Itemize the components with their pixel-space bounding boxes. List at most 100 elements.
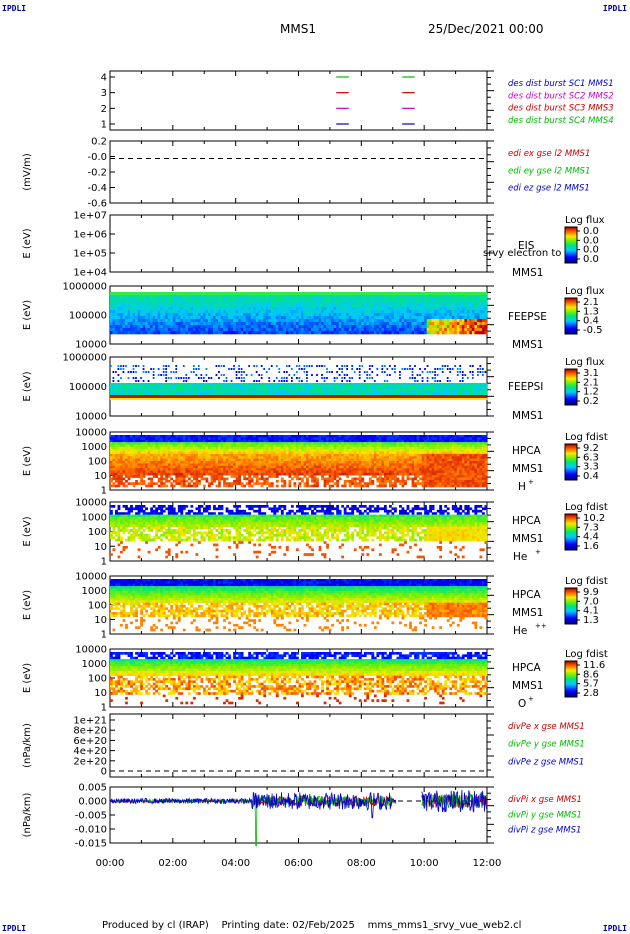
spectro-cell bbox=[215, 456, 219, 459]
spectro-cell bbox=[323, 295, 327, 299]
spectro-cell bbox=[132, 398, 136, 400]
spectro-cell bbox=[115, 449, 118, 452]
spectro-cell bbox=[449, 395, 453, 398]
spectro-cell bbox=[170, 398, 174, 400]
spectro-cell bbox=[245, 307, 249, 311]
spectro-cell bbox=[409, 365, 411, 367]
spectro-cell bbox=[368, 298, 372, 302]
spectro-cell bbox=[190, 298, 194, 302]
spectro-cell bbox=[343, 328, 347, 332]
spectro-cell bbox=[316, 389, 319, 393]
spectro-cell bbox=[202, 456, 206, 459]
spectro-cell bbox=[416, 301, 420, 305]
legend-entry: des dist burst SC3 MMS3 bbox=[508, 104, 614, 114]
spectro-cell bbox=[215, 328, 219, 332]
spectro-cell bbox=[263, 331, 267, 335]
spectro-cell bbox=[318, 383, 322, 387]
spectro-cell bbox=[421, 331, 425, 335]
spectro-cell bbox=[278, 304, 282, 308]
spectro-cell bbox=[223, 461, 226, 464]
spectro-cell bbox=[446, 298, 450, 302]
spectro-cell bbox=[268, 325, 272, 329]
colorbar-cell bbox=[565, 233, 577, 235]
spectro-cell bbox=[175, 389, 179, 393]
spectro-cell bbox=[245, 328, 249, 332]
spectro-cell bbox=[140, 292, 143, 296]
spectro-cell bbox=[301, 328, 304, 332]
spectro-cell bbox=[348, 301, 352, 305]
spectro-cell bbox=[451, 395, 455, 398]
spectro-cell bbox=[459, 365, 462, 367]
spectro-cell bbox=[313, 331, 317, 335]
spectro-cell bbox=[243, 442, 247, 445]
spectro-cell bbox=[112, 435, 116, 438]
spectro-cell bbox=[235, 319, 239, 323]
spectro-cell bbox=[130, 298, 133, 302]
spectro-cell bbox=[218, 398, 221, 400]
spectro-cell bbox=[351, 304, 355, 308]
spectro-cell bbox=[416, 307, 420, 311]
spectro-cell bbox=[454, 298, 458, 302]
spectro-cell bbox=[208, 307, 211, 311]
spectro-cell bbox=[250, 322, 254, 326]
spectro-cell bbox=[192, 446, 196, 450]
spectro-cell bbox=[466, 398, 470, 400]
spectro-cell bbox=[278, 383, 282, 387]
spectro-cell bbox=[130, 446, 133, 450]
spectro-cell bbox=[376, 307, 380, 311]
spectro-cell bbox=[409, 331, 412, 335]
spectro-cell bbox=[240, 465, 244, 469]
spectro-cell bbox=[306, 377, 308, 379]
spectro-cell bbox=[308, 301, 312, 305]
spectro-cell bbox=[471, 325, 475, 329]
y-tick-label: 1 bbox=[101, 486, 107, 497]
spectro-cell bbox=[167, 322, 171, 326]
spectro-cell bbox=[268, 331, 272, 335]
spectro-cell bbox=[145, 463, 148, 467]
spectro-cell bbox=[200, 319, 204, 323]
spectro-cell bbox=[426, 328, 430, 332]
colorbar-title: Log flux bbox=[565, 286, 605, 297]
spectro-cell bbox=[383, 325, 387, 329]
spectro-cell bbox=[182, 383, 186, 387]
spectro-cell bbox=[331, 325, 334, 329]
spectro-cell bbox=[240, 472, 244, 476]
spectro-cell bbox=[311, 292, 314, 296]
spectro-cell bbox=[155, 325, 159, 329]
spectro-cell bbox=[155, 307, 159, 311]
spectro-cell bbox=[326, 310, 329, 314]
spectro-cell bbox=[258, 319, 262, 323]
spectro-cell bbox=[115, 458, 118, 462]
spectro-cell bbox=[157, 374, 160, 376]
spectro-cell bbox=[240, 368, 243, 370]
spectro-cell bbox=[481, 386, 485, 390]
spectro-cell bbox=[197, 475, 201, 478]
spectro-cell bbox=[331, 398, 334, 400]
legend-entry: edi ey gse l2 MMS1 bbox=[508, 166, 590, 176]
spectro-cell bbox=[326, 368, 328, 370]
spectro-cell bbox=[283, 377, 286, 379]
spectro-cell bbox=[293, 395, 297, 398]
spectro-cell bbox=[182, 395, 186, 398]
spectro-cell bbox=[346, 374, 349, 376]
spectro-cell bbox=[155, 468, 159, 471]
spectro-cell bbox=[283, 389, 287, 393]
spectro-cell bbox=[338, 295, 342, 299]
spectro-cell bbox=[145, 322, 148, 326]
spectro-cell bbox=[273, 328, 277, 332]
spectro-cell bbox=[167, 479, 171, 483]
spectro-cell bbox=[476, 304, 480, 308]
spectro-cell bbox=[260, 325, 264, 329]
spectro-cell bbox=[220, 292, 224, 296]
spectro-cell bbox=[110, 472, 113, 476]
spectro-cell bbox=[200, 316, 204, 320]
spectro-cell bbox=[225, 458, 229, 462]
spectro-cell bbox=[268, 398, 272, 400]
spectro-cell bbox=[205, 295, 209, 299]
spectro-cell bbox=[273, 316, 277, 320]
spectro-cell bbox=[419, 389, 422, 393]
spectro-cell bbox=[366, 398, 370, 400]
spectro-cell bbox=[197, 392, 201, 396]
spectro-cell bbox=[152, 307, 156, 311]
